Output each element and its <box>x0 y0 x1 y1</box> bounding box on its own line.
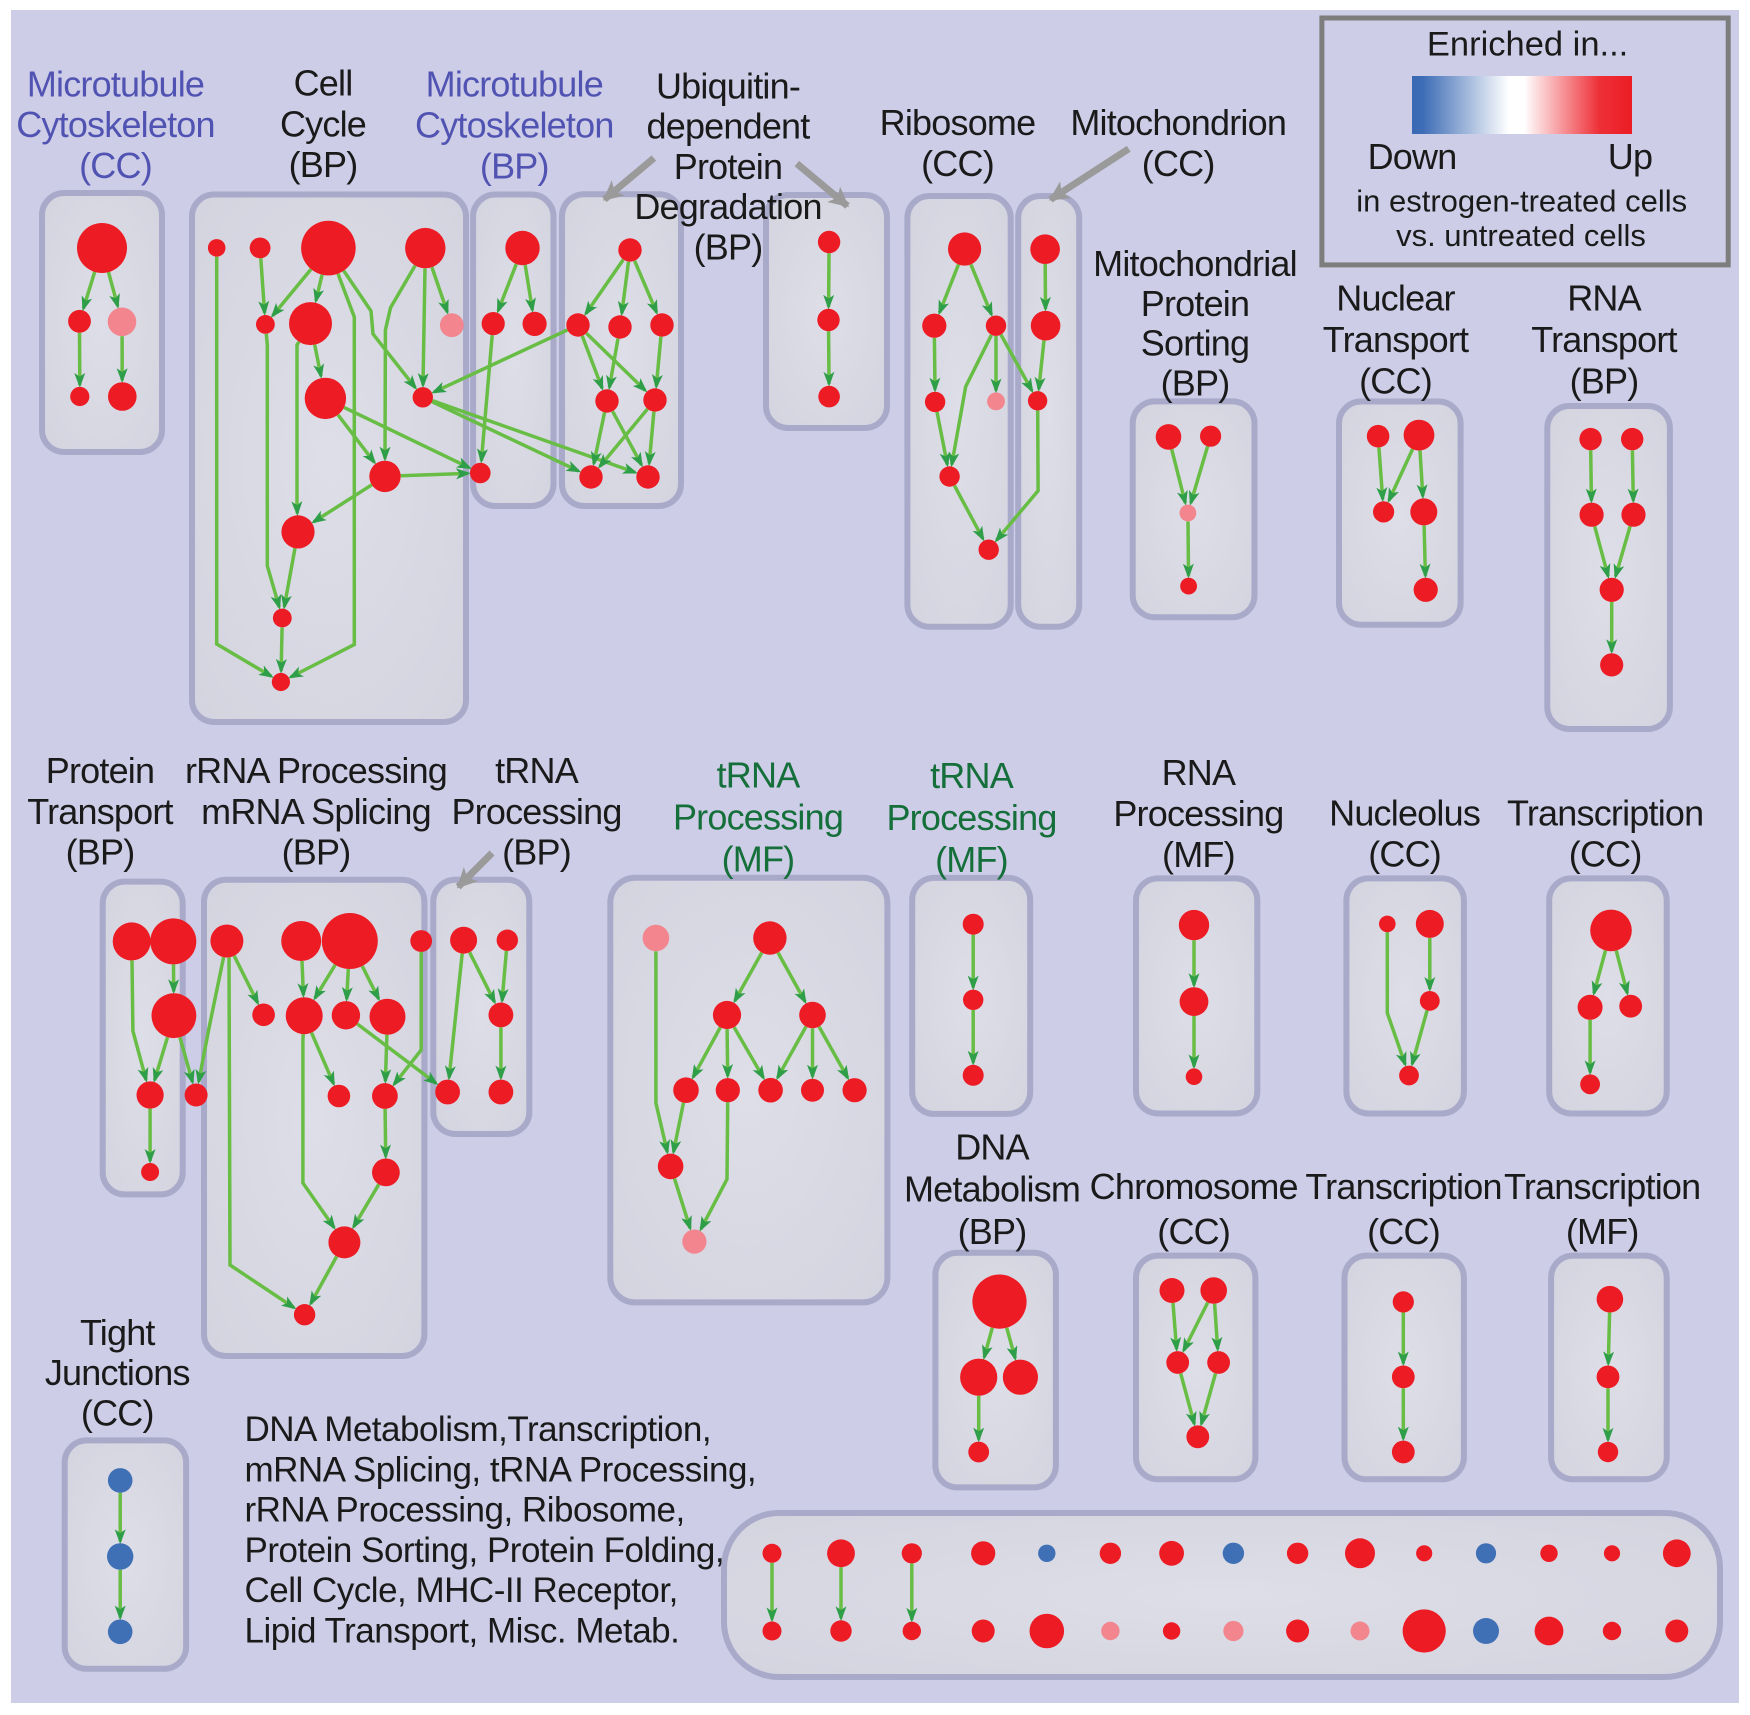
svg-text:(BP): (BP) <box>958 1211 1027 1252</box>
svg-text:Transcription: Transcription <box>1507 793 1703 834</box>
svg-text:(MF): (MF) <box>722 838 795 879</box>
svg-text:Ribosome: Ribosome <box>880 102 1036 143</box>
svg-text:Processing: Processing <box>886 797 1056 838</box>
svg-text:DNA Metabolism,Transcription,: DNA Metabolism,Transcription, <box>245 1410 712 1449</box>
svg-text:(CC): (CC) <box>1368 834 1441 875</box>
svg-text:Degradation: Degradation <box>634 186 821 227</box>
svg-text:(CC): (CC) <box>1569 834 1642 875</box>
svg-text:Transport: Transport <box>27 791 173 832</box>
svg-text:(CC): (CC) <box>1142 143 1215 184</box>
svg-text:Transport: Transport <box>1531 319 1677 360</box>
svg-text:Ubiquitin-: Ubiquitin- <box>656 65 800 106</box>
svg-text:Cytoskeleton: Cytoskeleton <box>16 104 215 145</box>
svg-text:Metabolism: Metabolism <box>904 1169 1080 1210</box>
svg-text:Processing: Processing <box>1113 793 1283 834</box>
svg-text:(CC): (CC) <box>921 143 994 184</box>
svg-text:(MF): (MF) <box>1566 1211 1639 1252</box>
svg-text:Chromosome: Chromosome <box>1090 1166 1298 1207</box>
svg-text:mRNA Splicing, tRNA Processing: mRNA Splicing, tRNA Processing, <box>245 1450 757 1489</box>
svg-text:Transcription: Transcription <box>1305 1166 1501 1207</box>
svg-text:(MF): (MF) <box>1162 834 1235 875</box>
svg-text:Cycle: Cycle <box>280 103 366 144</box>
svg-text:Processing: Processing <box>451 791 621 832</box>
svg-text:(BP): (BP) <box>480 146 549 187</box>
svg-text:in estrogen-treated cells: in estrogen-treated cells <box>1356 183 1687 218</box>
svg-text:(BP): (BP) <box>1161 363 1230 404</box>
svg-text:DNA: DNA <box>955 1126 1029 1167</box>
svg-text:Protein: Protein <box>674 146 782 187</box>
svg-text:Sorting: Sorting <box>1141 323 1249 364</box>
svg-text:(CC): (CC) <box>1367 1211 1440 1252</box>
svg-text:rRNA Processing: rRNA Processing <box>185 750 447 791</box>
svg-text:Cell Cycle, MHC-II Receptor,: Cell Cycle, MHC-II Receptor, <box>245 1571 678 1610</box>
svg-text:(BP): (BP) <box>502 832 571 873</box>
svg-text:(CC): (CC) <box>1359 361 1432 402</box>
svg-text:Up: Up <box>1608 136 1652 177</box>
svg-text:(MF): (MF) <box>935 839 1008 880</box>
svg-text:Microtubule: Microtubule <box>27 64 204 105</box>
svg-text:(BP): (BP) <box>282 832 351 873</box>
svg-text:Tight: Tight <box>80 1312 155 1353</box>
svg-text:Transcription: Transcription <box>1504 1166 1700 1207</box>
svg-text:Lipid Transport, Misc. Metab.: Lipid Transport, Misc. Metab. <box>245 1611 680 1650</box>
svg-text:Nuclear: Nuclear <box>1336 278 1455 319</box>
svg-text:Transport: Transport <box>1323 319 1469 360</box>
svg-text:Microtubule: Microtubule <box>426 64 603 105</box>
svg-text:Down: Down <box>1368 136 1457 177</box>
svg-text:rRNA Processing, Ribosome,: rRNA Processing, Ribosome, <box>245 1491 685 1530</box>
svg-text:(BP): (BP) <box>66 832 135 873</box>
svg-text:tRNA: tRNA <box>930 755 1014 796</box>
svg-text:Cell: Cell <box>294 63 353 104</box>
svg-text:Cytoskeleton: Cytoskeleton <box>415 105 614 146</box>
svg-text:Protein: Protein <box>1141 283 1249 324</box>
svg-text:Mitochondrion: Mitochondrion <box>1070 102 1286 143</box>
svg-text:tRNA: tRNA <box>495 750 579 791</box>
svg-text:(CC): (CC) <box>79 145 152 186</box>
svg-text:RNA: RNA <box>1567 278 1641 319</box>
svg-text:(BP): (BP) <box>694 227 763 268</box>
svg-text:Mitochondrial: Mitochondrial <box>1093 243 1297 284</box>
svg-text:mRNA Splicing: mRNA Splicing <box>201 791 431 832</box>
svg-text:vs. untreated cells: vs. untreated cells <box>1396 218 1646 253</box>
svg-text:Enriched in...: Enriched in... <box>1427 25 1628 63</box>
svg-text:(BP): (BP) <box>289 144 358 185</box>
svg-text:tRNA: tRNA <box>717 754 801 795</box>
svg-text:(CC): (CC) <box>81 1392 154 1433</box>
svg-text:(BP): (BP) <box>1570 361 1639 402</box>
svg-text:Protein Sorting, Protein Foldi: Protein Sorting, Protein Folding, <box>245 1531 725 1570</box>
svg-text:(CC): (CC) <box>1157 1211 1230 1252</box>
svg-text:Processing: Processing <box>673 796 843 837</box>
svg-text:Protein: Protein <box>46 750 154 791</box>
svg-text:Nucleolus: Nucleolus <box>1329 793 1480 834</box>
svg-text:Junctions: Junctions <box>45 1352 190 1393</box>
svg-text:dependent: dependent <box>647 106 811 147</box>
svg-text:RNA: RNA <box>1162 752 1236 793</box>
